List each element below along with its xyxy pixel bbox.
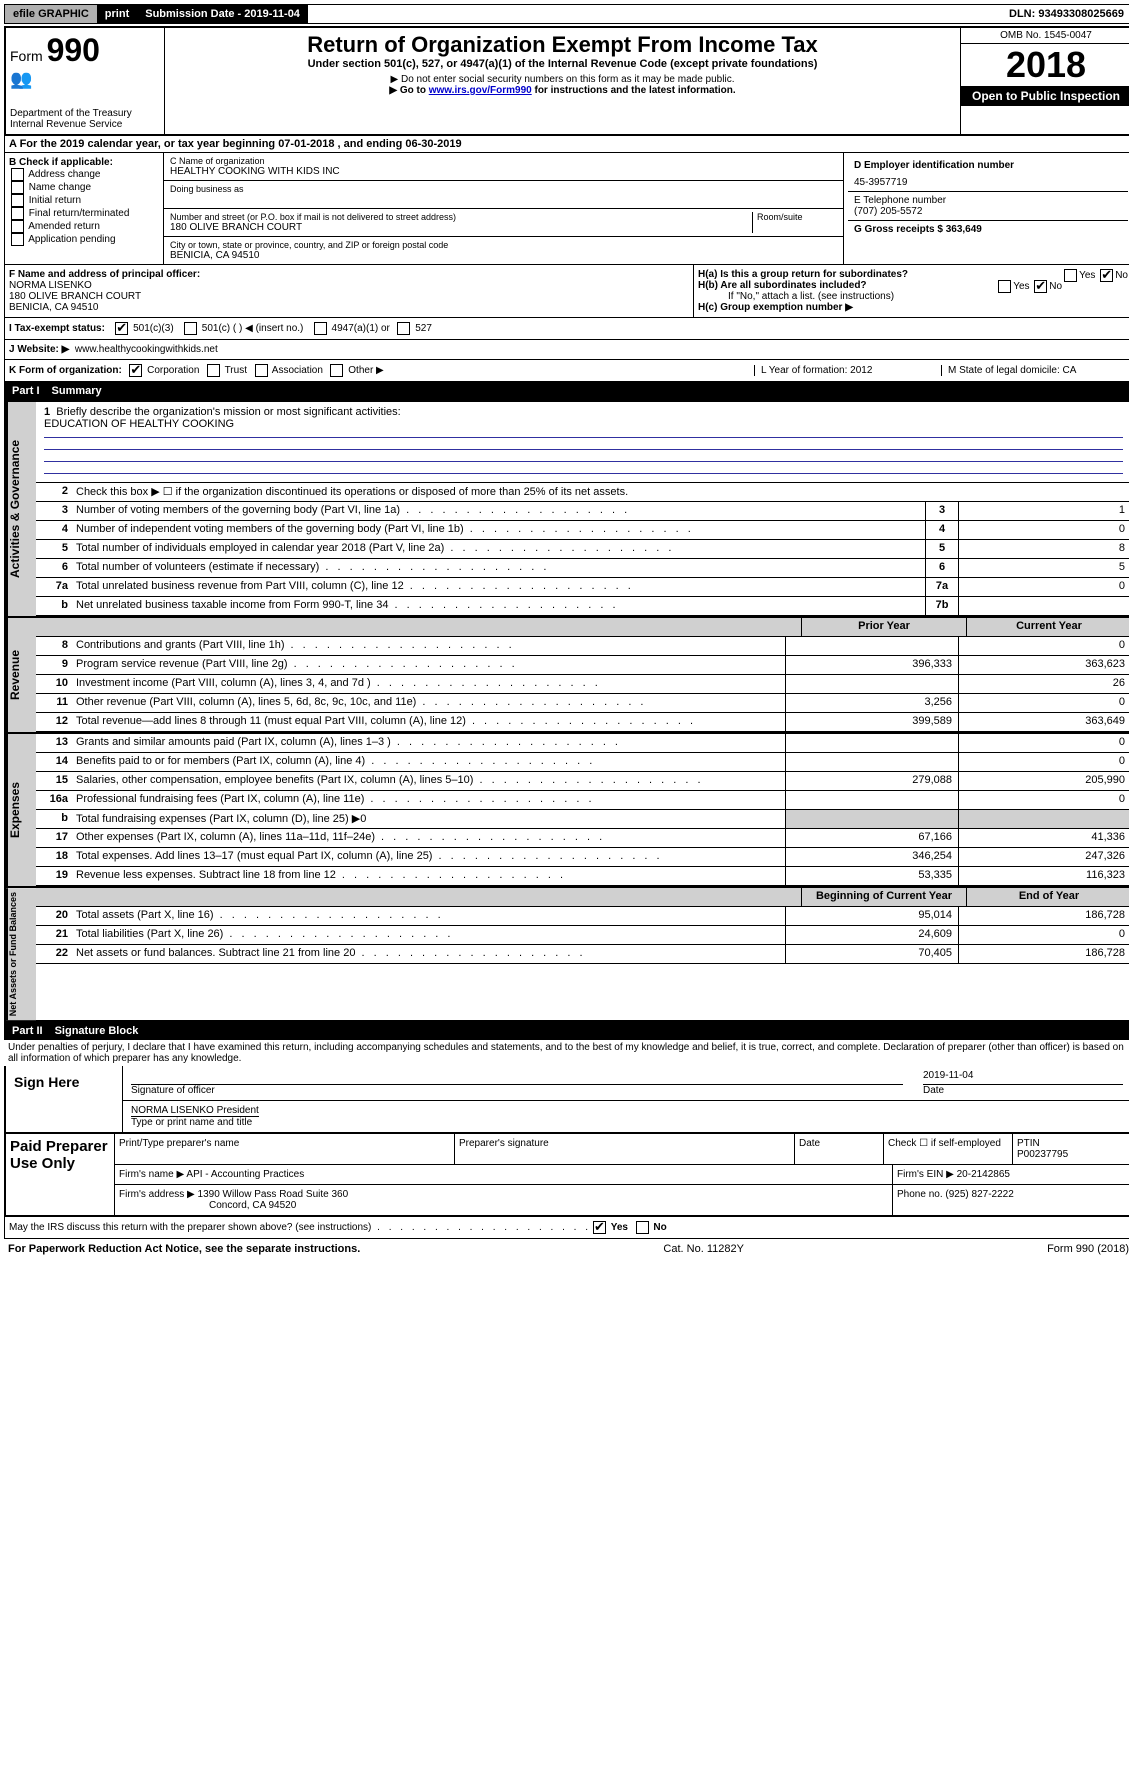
gross-receipts: G Gross receipts $ 363,649 xyxy=(854,224,1122,235)
section-bcd: B Check if applicable: Address change Na… xyxy=(4,153,1129,265)
line18: 18Total expenses. Add lines 13–17 (must … xyxy=(36,848,1129,867)
part1-header: Part ISummary xyxy=(4,382,1129,400)
perjury-declaration: Under penalties of perjury, I declare th… xyxy=(4,1040,1129,1066)
line5: 5Total number of individuals employed in… xyxy=(36,540,1129,559)
col-c-org: C Name of organization HEALTHY COOKING W… xyxy=(164,153,844,264)
corp-check[interactable] xyxy=(129,364,142,377)
firm-ein: 20-2142865 xyxy=(957,1169,1010,1180)
col-b-checkboxes: B Check if applicable: Address change Na… xyxy=(5,153,164,264)
form-number: Form 990 xyxy=(10,32,160,69)
omb: OMB No. 1545-0047 xyxy=(961,28,1129,44)
row-i-tax-status: I Tax-exempt status: 501(c)(3) 501(c) ( … xyxy=(4,318,1129,340)
year-formation: L Year of formation: 2012 xyxy=(754,365,941,376)
state-domicile: M State of legal domicile: CA xyxy=(941,365,1128,376)
print-button[interactable]: print xyxy=(97,5,137,23)
ein: 45-3957719 xyxy=(854,177,1122,188)
line17: 17Other expenses (Part IX, column (A), l… xyxy=(36,829,1129,848)
row-a-period: A For the 2019 calendar year, or tax yea… xyxy=(4,136,1129,153)
line9: 9Program service revenue (Part VIII, lin… xyxy=(36,656,1129,675)
line4: 4Number of independent voting members of… xyxy=(36,521,1129,540)
officer-name: NORMA LISENKO xyxy=(9,280,92,291)
line16a: 16aProfessional fundraising fees (Part I… xyxy=(36,791,1129,810)
line11: 11Other revenue (Part VIII, column (A), … xyxy=(36,694,1129,713)
row-j-website: J Website: ▶ www.healthycookingwithkids.… xyxy=(4,340,1129,360)
line8: 8Contributions and grants (Part VIII, li… xyxy=(36,637,1129,656)
form-subtitle: Under section 501(c), 527, or 4947(a)(1)… xyxy=(169,58,956,70)
part2-header: Part IISignature Block xyxy=(4,1022,1129,1040)
ptin: P00237795 xyxy=(1017,1149,1068,1160)
line15: 15Salaries, other compensation, employee… xyxy=(36,772,1129,791)
efile-label: efile GRAPHIC xyxy=(5,5,97,23)
org-name: HEALTHY COOKING WITH KIDS INC xyxy=(170,166,837,177)
line22: 22Net assets or fund balances. Subtract … xyxy=(36,945,1129,964)
side-activities: Activities & Governance xyxy=(6,402,36,616)
lineb: bTotal fundraising expenses (Part IX, co… xyxy=(36,810,1129,829)
line3: 3Number of voting members of the governi… xyxy=(36,502,1129,521)
irs-link[interactable]: www.irs.gov/Form990 xyxy=(429,85,532,96)
form-title: Return of Organization Exempt From Incom… xyxy=(169,32,956,58)
line12: 12Total revenue—add lines 8 through 11 (… xyxy=(36,713,1129,732)
firm-phone: (925) 827-2222 xyxy=(945,1189,1013,1200)
dln: DLN: 93493308025669 xyxy=(1001,5,1129,23)
mission-text: EDUCATION OF HEALTHY COOKING xyxy=(44,418,1123,430)
ha-no[interactable] xyxy=(1100,269,1113,282)
sign-here-block: Sign Here Signature of officer 2019-11-0… xyxy=(4,1066,1129,1134)
org-city: BENICIA, CA 94510 xyxy=(170,250,837,261)
netassets-header: Beginning of Current Year End of Year xyxy=(36,888,1129,907)
note-goto: ▶ Go to www.irs.gov/Form990 for instruct… xyxy=(169,85,956,96)
side-revenue: Revenue xyxy=(6,618,36,732)
ha-yes[interactable] xyxy=(1064,269,1077,282)
form-header: Form 990 👥 Department of the Treasury In… xyxy=(4,26,1129,136)
website: www.healthycookingwithkids.net xyxy=(75,344,218,355)
section-fh: F Name and address of principal officer:… xyxy=(4,265,1129,318)
footer: For Paperwork Reduction Act Notice, see … xyxy=(4,1239,1129,1259)
paid-preparer-block: Paid Preparer Use Only Print/Type prepar… xyxy=(4,1134,1129,1217)
tax-year: 2018 xyxy=(961,44,1129,86)
side-expenses: Expenses xyxy=(6,734,36,886)
lineb: bNet unrelated business taxable income f… xyxy=(36,597,1129,616)
irs-label: Internal Revenue Service xyxy=(10,119,160,130)
col-d-ein: D Employer identification number 45-3957… xyxy=(844,153,1129,264)
line21: 21Total liabilities (Part X, line 26)24,… xyxy=(36,926,1129,945)
hb-yes[interactable] xyxy=(998,280,1011,293)
discuss-row: May the IRS discuss this return with the… xyxy=(4,1217,1129,1239)
org-address: 180 OLIVE BRANCH COURT xyxy=(170,222,752,233)
sig-date: 2019-11-04 xyxy=(923,1070,1123,1085)
note-ssn: ▶ Do not enter social security numbers o… xyxy=(169,74,956,85)
hb-no[interactable] xyxy=(1034,280,1047,293)
discuss-yes[interactable] xyxy=(593,1221,606,1234)
line13: 13Grants and similar amounts paid (Part … xyxy=(36,734,1129,753)
officer-printed-name: NORMA LISENKO President xyxy=(131,1105,259,1116)
row-k-form-org: K Form of organization: Corporation Trus… xyxy=(4,360,1129,382)
line7a: 7aTotal unrelated business revenue from … xyxy=(36,578,1129,597)
dept-label: Department of the Treasury xyxy=(10,108,160,119)
line1-mission: 1 Briefly describe the organization's mi… xyxy=(36,402,1129,483)
topbar: efile GRAPHIC print Submission Date - 20… xyxy=(4,4,1129,24)
open-to-public: Open to Public Inspection xyxy=(961,86,1129,106)
line10: 10Investment income (Part VIII, column (… xyxy=(36,675,1129,694)
501c3-check[interactable] xyxy=(115,322,128,335)
line6: 6Total number of volunteers (estimate if… xyxy=(36,559,1129,578)
revenue-header: Prior Year Current Year xyxy=(36,618,1129,637)
firm-name: API - Accounting Practices xyxy=(186,1169,304,1180)
telephone: (707) 205-5572 xyxy=(854,206,1122,217)
side-netassets: Net Assets or Fund Balances xyxy=(6,888,36,1020)
line20: 20Total assets (Part X, line 16)95,01418… xyxy=(36,907,1129,926)
line2: 2Check this box ▶ ☐ if the organization … xyxy=(36,483,1129,502)
discuss-no[interactable] xyxy=(636,1221,649,1234)
line14: 14Benefits paid to or for members (Part … xyxy=(36,753,1129,772)
line19: 19Revenue less expenses. Subtract line 1… xyxy=(36,867,1129,886)
submission-date: Submission Date - 2019-11-04 xyxy=(137,5,308,23)
